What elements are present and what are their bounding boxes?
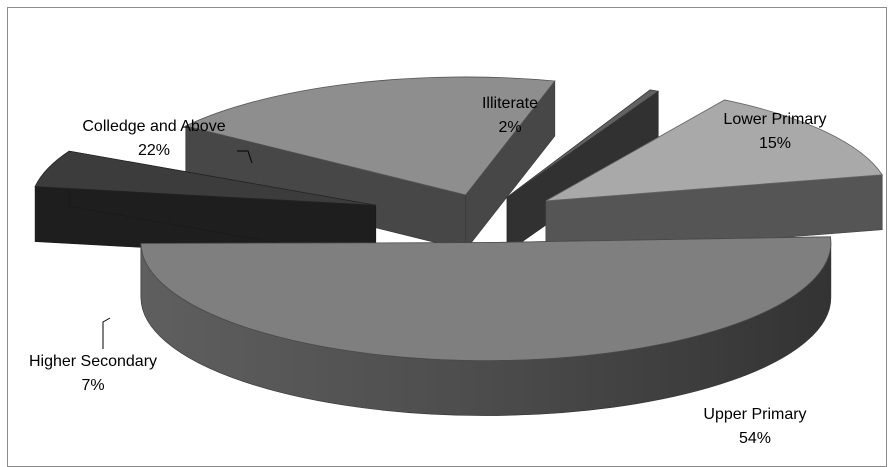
leader-lines — [102, 150, 253, 349]
data-labels: Illiterate 2% Lower Primary 15% Upper Primar… — [29, 95, 827, 447]
slice-upper-primary — [140, 236, 832, 361]
value-lower-primary: 15% — [759, 135, 791, 152]
value-higher-secondary: 7% — [81, 377, 104, 394]
slice-colledge-and-above — [184, 76, 556, 196]
value-upper-primary: 54% — [739, 430, 771, 447]
leader-line-colledge-and-above — [237, 150, 253, 164]
label-lower-primary: Lower Primary — [723, 111, 826, 128]
value-illiterate: 2% — [498, 119, 521, 136]
slice-higher-secondary — [34, 150, 376, 206]
slice-lower-primary — [545, 99, 883, 202]
label-upper-primary: Upper Primary — [703, 406, 806, 423]
label-higher-secondary: Higher Secondary — [29, 353, 157, 370]
slice-illiterate — [506, 89, 660, 198]
label-illiterate: Illiterate — [482, 95, 538, 112]
leader-line-higher-secondary — [102, 317, 111, 349]
value-colledge-and-above: 22% — [138, 142, 170, 159]
pie-tops — [34, 76, 883, 361]
label-colledge-and-above: Colledge and Above — [82, 118, 225, 135]
